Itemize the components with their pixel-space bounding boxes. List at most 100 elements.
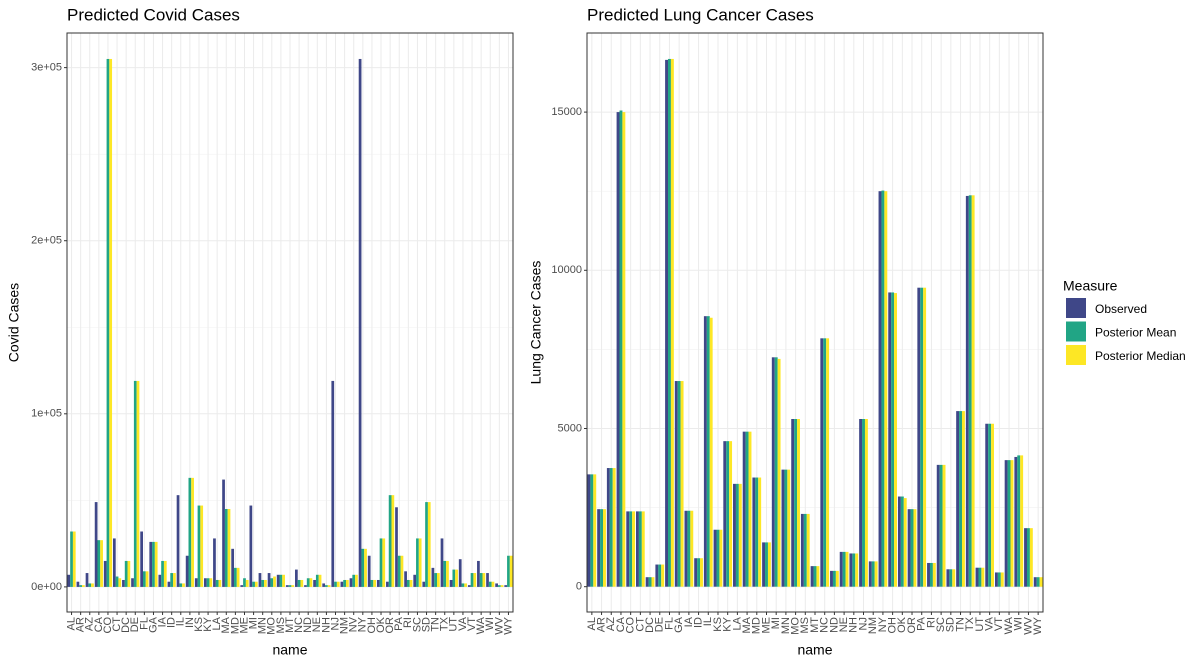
legend-label: Posterior Mean (1095, 326, 1176, 340)
bar (771, 357, 775, 587)
x-tick-label: NM (867, 617, 879, 634)
x-tick-label: VT (466, 617, 478, 631)
bar (891, 292, 895, 587)
bar (131, 578, 134, 587)
x-tick-label: NH (320, 617, 332, 633)
bar (124, 560, 128, 587)
bar (352, 574, 356, 587)
bar (404, 571, 407, 587)
bar (677, 381, 681, 587)
bar (952, 569, 956, 587)
bar (161, 560, 164, 587)
bar (470, 573, 474, 587)
bar (416, 538, 419, 587)
bar (903, 498, 907, 587)
chart-title: Predicted Covid Cases (67, 5, 240, 24)
x-tick-label: MN (257, 617, 269, 634)
bar (94, 502, 98, 587)
bar (322, 583, 326, 587)
bar (79, 585, 83, 587)
bar (194, 578, 198, 587)
bar (82, 585, 85, 587)
x-axis-label: name (272, 642, 307, 658)
x-tick-label: NJ (857, 617, 869, 630)
bar (422, 581, 426, 587)
bar (884, 191, 888, 587)
bar (1020, 455, 1024, 587)
bar (203, 578, 207, 587)
bar (1007, 460, 1011, 587)
bar (176, 495, 180, 587)
y-tick-label: 1e+05 (31, 408, 62, 420)
bar (946, 569, 950, 587)
bar (658, 564, 662, 587)
x-tick-label: DC (120, 617, 132, 633)
x-tick-label: WV (1022, 616, 1034, 634)
bar (209, 578, 213, 587)
bar (661, 564, 665, 587)
bar (400, 555, 404, 587)
bar (587, 474, 591, 587)
bar (231, 548, 235, 587)
bar (440, 538, 444, 587)
bar (140, 531, 144, 587)
bar (687, 510, 691, 587)
bar (325, 585, 328, 587)
bar (832, 570, 836, 587)
bar (719, 529, 723, 587)
bar (234, 567, 237, 587)
bar (868, 561, 872, 587)
bar (106, 58, 110, 587)
bar (680, 381, 684, 587)
bar (874, 561, 878, 587)
bar (431, 567, 435, 587)
x-tick-label: OH (366, 617, 378, 634)
bar (971, 195, 975, 587)
bar (473, 573, 477, 587)
x-tick-label: MA (220, 616, 232, 633)
bar (458, 559, 462, 587)
bar (455, 569, 458, 587)
bar (871, 561, 875, 587)
y-tick-label: 15000 (551, 106, 582, 118)
series-bars: Posterior Median (72, 58, 513, 587)
bar (994, 572, 998, 587)
bar (845, 551, 849, 587)
bar (784, 469, 788, 587)
bar (88, 583, 92, 587)
x-tick-label: ID (692, 617, 704, 628)
bar (467, 585, 471, 587)
bar (285, 585, 289, 587)
bar (109, 58, 113, 587)
x-tick-label: MA (741, 616, 753, 633)
bar (655, 564, 659, 587)
bar (100, 540, 103, 587)
bar (939, 464, 943, 587)
x-tick-label: TN (954, 617, 966, 632)
x-tick-label: ME (760, 617, 772, 634)
bar (606, 468, 610, 587)
bar (213, 538, 216, 587)
bar (91, 583, 94, 587)
bar (67, 574, 71, 587)
y-axis-label: Lung Cancer Cases (528, 261, 544, 385)
x-tick-label: ME (238, 617, 250, 634)
x-tick-label: IL (702, 617, 714, 626)
bar (641, 511, 645, 587)
legend-label: Posterior Median (1095, 349, 1186, 363)
bar (622, 112, 626, 587)
legend-key (1066, 345, 1086, 365)
x-tick-label: MI (247, 617, 259, 629)
bar (170, 573, 174, 587)
bar (981, 567, 985, 587)
x-tick-label: OK (896, 616, 908, 633)
x-tick-label: MO (790, 617, 802, 635)
bar (927, 562, 930, 587)
bar (273, 576, 276, 587)
bar (197, 505, 201, 587)
x-tick-label: TX (964, 616, 976, 631)
bar (777, 358, 781, 587)
x-tick-label: AR (595, 617, 607, 632)
x-tick-label: GA (673, 616, 685, 633)
x-tick-label: NY (877, 616, 889, 632)
